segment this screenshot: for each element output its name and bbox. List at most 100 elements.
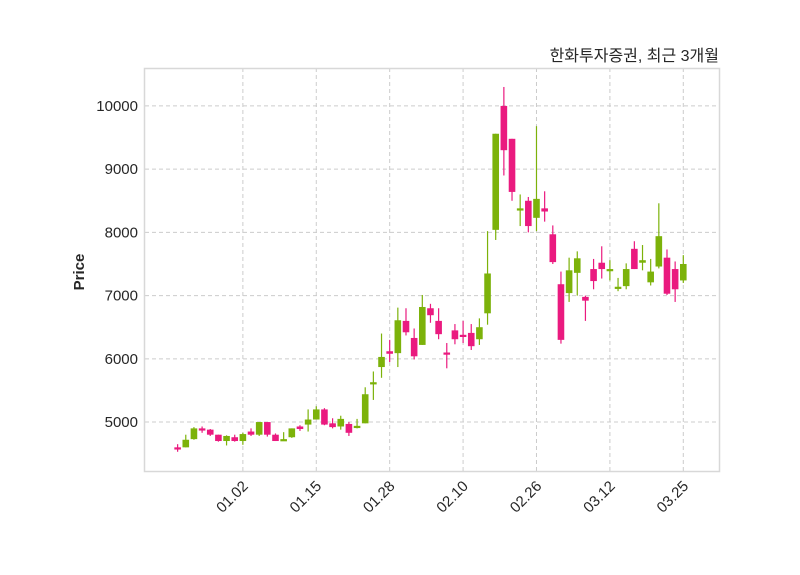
candle-body	[451, 330, 459, 340]
candle-down	[598, 246, 606, 279]
candle-down	[435, 308, 442, 340]
candle-down	[345, 422, 353, 436]
x-tick-label: 01.15	[287, 478, 326, 517]
candle-body	[280, 439, 287, 442]
candle-down	[459, 320, 467, 344]
candle-up	[337, 415, 345, 430]
candle-down	[500, 86, 508, 176]
candle-down	[272, 433, 279, 442]
candle-up	[353, 418, 361, 429]
candle-body	[606, 269, 614, 272]
candle-body	[223, 435, 230, 442]
candle-up	[476, 318, 483, 345]
candle-down	[663, 249, 671, 295]
candle-body	[427, 308, 434, 316]
candle-body	[174, 447, 181, 450]
candle-body	[410, 337, 418, 357]
candle-body	[459, 334, 467, 338]
candle-down	[590, 258, 597, 290]
candle-up	[533, 126, 540, 232]
y-axis-label: Price	[71, 254, 88, 291]
candle-down	[206, 429, 214, 436]
candle-down	[198, 426, 206, 433]
plot-frame	[143, 67, 721, 473]
y-tick-label: 9000	[105, 161, 138, 178]
candle-body	[206, 429, 214, 435]
y-tick-label: 6000	[105, 351, 138, 368]
candle-up	[280, 432, 287, 442]
candle-down	[402, 308, 410, 336]
y-tick-label: 7000	[105, 288, 138, 305]
candle-up	[304, 409, 312, 432]
candle-body	[484, 273, 491, 314]
candle-up	[565, 257, 573, 302]
candle-up	[370, 371, 377, 400]
candle-body	[198, 428, 206, 431]
candle-down	[443, 343, 451, 369]
candle-body	[419, 306, 426, 345]
candle-down	[427, 303, 434, 323]
candles	[174, 86, 687, 452]
candle-down	[557, 271, 565, 344]
x-tick-label: 03.12	[580, 478, 619, 517]
x-tick-label: 02.10	[433, 478, 472, 517]
candle-down	[321, 408, 328, 426]
y-axis-ticks: 5000 6000 7000 8000 9000 10000	[96, 98, 138, 431]
candle-body	[296, 426, 304, 430]
candle-up	[516, 194, 524, 227]
candle-body	[467, 332, 475, 347]
candle-body	[508, 138, 516, 192]
candle-down	[329, 418, 336, 429]
candle-down	[231, 434, 239, 442]
candle-down	[296, 425, 304, 431]
y-tick-label: 10000	[96, 98, 138, 115]
candle-body	[655, 236, 663, 267]
candle-body	[353, 425, 361, 429]
candle-up	[223, 435, 230, 446]
candle-down	[631, 241, 638, 270]
candle-up	[679, 255, 687, 283]
candle-body	[378, 356, 385, 368]
chart-title: 한화투자증권, 최근 3개월	[550, 47, 719, 65]
candle-down	[451, 324, 459, 345]
candle-up	[361, 387, 369, 424]
candle-body	[312, 409, 320, 420]
candle-body	[582, 296, 589, 301]
candle-body	[443, 352, 451, 355]
candle-body	[541, 208, 548, 212]
candle-body	[492, 133, 500, 230]
candle-body	[565, 270, 573, 294]
candle-body	[557, 284, 565, 340]
candle-body	[647, 271, 654, 283]
candle-body	[239, 434, 247, 442]
candle-up	[288, 428, 296, 438]
candle-body	[679, 263, 687, 281]
candle-body	[288, 428, 296, 438]
candle-down	[247, 428, 255, 436]
candle-body	[549, 234, 557, 263]
candle-body	[516, 208, 524, 211]
candle-down	[410, 328, 418, 360]
candle-body	[639, 260, 646, 263]
candle-body	[345, 423, 353, 433]
candle-down	[174, 444, 181, 452]
candle-down	[215, 434, 222, 442]
candle-body	[500, 105, 508, 151]
candle-up	[614, 277, 622, 292]
candle-body	[525, 200, 532, 227]
candle-body	[435, 320, 442, 335]
candle-body	[631, 248, 638, 270]
candle-body	[264, 422, 271, 435]
x-tick-label: 02.26	[507, 478, 546, 517]
candle-up	[639, 245, 646, 271]
candle-up	[182, 434, 190, 448]
candle-body	[361, 394, 369, 424]
candle-body	[370, 382, 377, 385]
candle-up	[419, 294, 426, 345]
candle-body	[614, 286, 622, 289]
candle-body	[321, 409, 328, 425]
candle-down	[541, 191, 548, 222]
candle-body	[255, 422, 263, 435]
candle-down	[525, 196, 532, 233]
